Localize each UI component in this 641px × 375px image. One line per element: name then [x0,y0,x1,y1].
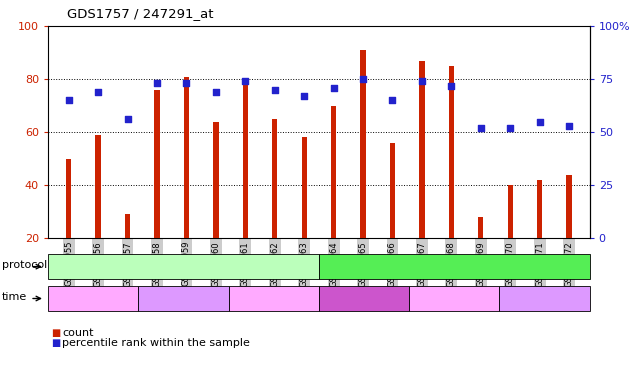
Bar [419,61,424,238]
Bar [213,122,219,238]
Bar [301,138,307,238]
Point [358,76,368,82]
Text: 0 h: 0 h [83,292,103,305]
Point [299,93,310,99]
Point [211,89,221,95]
Point [328,85,338,91]
Bar [567,175,572,238]
Bar [508,185,513,238]
Point [417,78,427,84]
Point [505,125,515,131]
Point [387,98,397,104]
Text: 20 h: 20 h [531,292,558,305]
Bar [184,76,189,238]
Bar [154,90,160,238]
Text: protocol: protocol [2,260,47,270]
Text: 16 h: 16 h [440,292,468,305]
Bar [125,214,130,238]
Text: 12 h: 12 h [350,292,378,305]
Text: 8 h: 8 h [264,292,284,305]
Bar [537,180,542,238]
Point [63,98,74,104]
Point [93,89,103,95]
Text: dark: dark [440,260,469,273]
Point [535,118,545,124]
Point [181,81,192,87]
Text: 4 h: 4 h [174,292,194,305]
Text: count: count [62,328,94,338]
Point [564,123,574,129]
Point [270,87,280,93]
Bar [331,106,337,238]
Bar [449,66,454,238]
Bar [272,119,278,238]
Point [122,117,133,123]
Bar [96,135,101,238]
Point [240,78,251,84]
Text: GDS1757 / 247291_at: GDS1757 / 247291_at [67,8,214,21]
Bar [390,143,395,238]
Text: ■: ■ [51,328,60,338]
Text: percentile rank within the sample: percentile rank within the sample [62,338,250,348]
Bar [243,79,248,238]
Text: ■: ■ [51,338,60,348]
Bar [478,217,483,238]
Point [446,82,456,88]
Text: time: time [2,292,27,302]
Point [476,125,486,131]
Point [152,81,162,87]
Text: light: light [170,260,197,273]
Bar [360,50,366,238]
Bar [66,159,71,238]
